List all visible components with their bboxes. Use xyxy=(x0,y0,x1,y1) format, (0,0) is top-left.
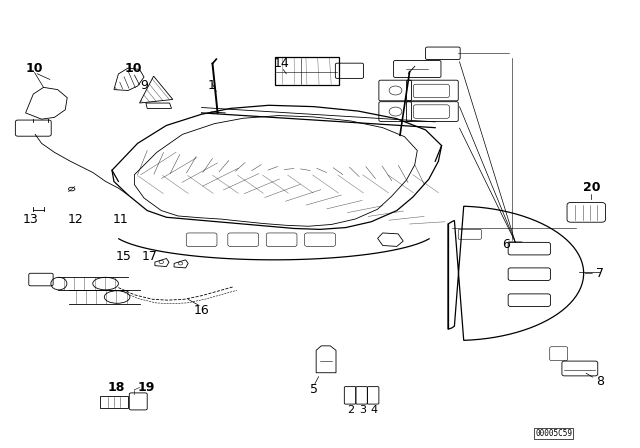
Text: 1: 1 xyxy=(207,78,215,92)
Text: 20: 20 xyxy=(582,181,600,194)
Text: 19: 19 xyxy=(137,381,155,394)
Text: 17: 17 xyxy=(141,250,157,263)
Text: 10: 10 xyxy=(124,61,142,75)
Text: 18: 18 xyxy=(108,381,125,394)
Text: 7: 7 xyxy=(596,267,604,280)
Text: 11: 11 xyxy=(113,213,128,226)
Text: 14: 14 xyxy=(274,57,289,70)
Text: 9: 9 xyxy=(140,78,148,92)
Text: 6: 6 xyxy=(502,237,509,251)
Text: 8: 8 xyxy=(596,375,604,388)
Text: 4: 4 xyxy=(370,405,378,415)
Text: 10: 10 xyxy=(26,61,44,75)
Text: 3: 3 xyxy=(359,405,365,415)
Text: 13: 13 xyxy=(23,213,38,226)
Text: 16: 16 xyxy=(194,303,209,317)
Text: 00005C59: 00005C59 xyxy=(535,429,572,438)
Text: 12: 12 xyxy=(68,213,83,226)
Text: 2: 2 xyxy=(347,405,355,415)
Text: 5: 5 xyxy=(310,383,317,396)
Text: 15: 15 xyxy=(116,250,131,263)
